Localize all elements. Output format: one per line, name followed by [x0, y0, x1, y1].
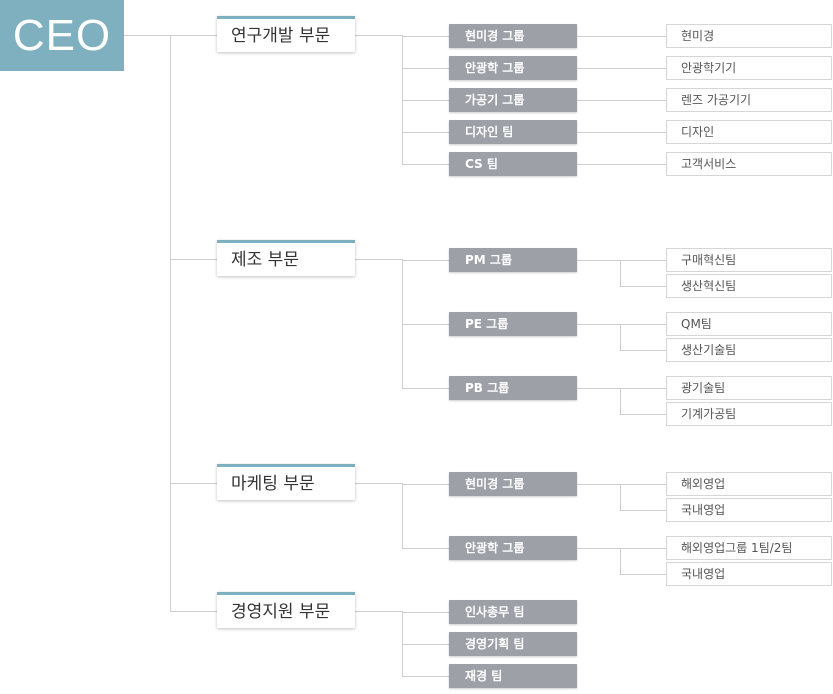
team-box: 생산기술팀	[666, 338, 832, 362]
group-box: PB 그룹	[449, 376, 577, 400]
group-box: 현미경 그룹	[449, 472, 577, 496]
group-box: 디자인 팀	[449, 120, 577, 144]
group-box: CS 팀	[449, 152, 577, 176]
team-box: QM팀	[666, 312, 832, 336]
group-box: 인사총무 팀	[449, 600, 577, 624]
team-box: 해외영업	[666, 472, 832, 496]
division-manufacturing: 제조 부문	[217, 240, 355, 276]
group-box: 현미경 그룹	[449, 24, 577, 48]
team-box: 안광학기기	[666, 56, 832, 80]
team-box: 국내영업	[666, 498, 832, 522]
group-box: PM 그룹	[449, 248, 577, 272]
group-box: 안광학 그룹	[449, 56, 577, 80]
ceo-box: CEO	[0, 0, 124, 71]
group-box: 가공기 그룹	[449, 88, 577, 112]
division-marketing: 마케팅 부문	[217, 464, 355, 500]
group-box: 재경 팀	[449, 664, 577, 688]
group-box: 경영기획 팀	[449, 632, 577, 656]
team-box: 구매혁신팀	[666, 248, 832, 272]
team-box: 고객서비스	[666, 152, 832, 176]
team-box: 광기술팀	[666, 376, 832, 400]
group-box: PE 그룹	[449, 312, 577, 336]
team-box: 렌즈 가공기기	[666, 88, 832, 112]
division-rnd: 연구개발 부문	[217, 16, 355, 52]
team-box: 국내영업	[666, 562, 832, 586]
group-box: 안광학 그룹	[449, 536, 577, 560]
team-box: 디자인	[666, 120, 832, 144]
division-management: 경영지원 부문	[217, 592, 355, 628]
team-box: 기계가공팀	[666, 402, 832, 426]
team-box: 생산혁신팀	[666, 274, 832, 298]
team-box: 해외영업그룹 1팀/2팀	[666, 536, 832, 560]
team-box: 현미경	[666, 24, 832, 48]
